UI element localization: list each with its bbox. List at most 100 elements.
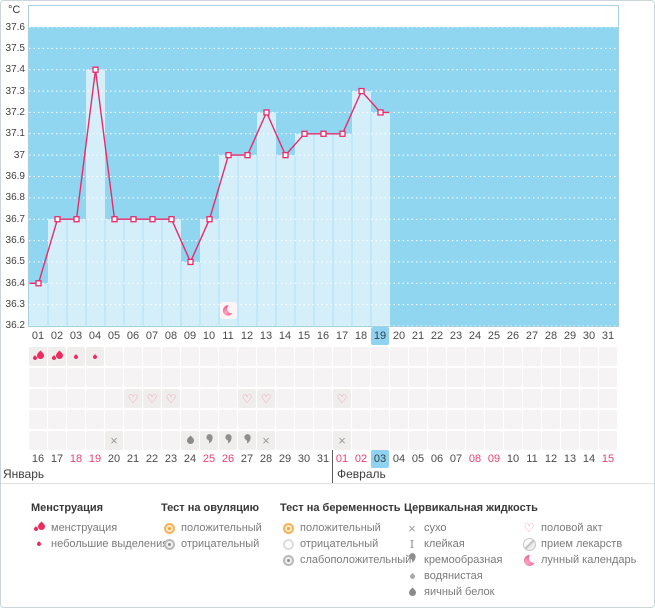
- ovulation-test-cell-day-16[interactable]: [314, 368, 332, 387]
- ovulation-test-cell-day-09[interactable]: [181, 368, 199, 387]
- cervical-fluid-cell-day-30[interactable]: [580, 431, 598, 450]
- intercourse-cell-day-21[interactable]: [409, 389, 427, 408]
- cycle-day-14[interactable]: 14: [278, 330, 292, 342]
- date-jan-30[interactable]: 30: [297, 453, 311, 465]
- intercourse-cell-day-11[interactable]: [219, 389, 237, 408]
- ovulation-test-cell-day-03[interactable]: [67, 368, 85, 387]
- cervical-fluid-cell-day-12[interactable]: [238, 431, 256, 450]
- date-feb-08[interactable]: 08: [468, 453, 482, 465]
- menstruation-cell-day-18[interactable]: [352, 347, 370, 366]
- date-feb-02[interactable]: 02: [354, 453, 368, 465]
- date-jan-21[interactable]: 21: [126, 453, 140, 465]
- date-feb-12[interactable]: 12: [544, 453, 558, 465]
- ovulation-test-cell-day-06[interactable]: [124, 368, 142, 387]
- ovulation-test-cell-day-20[interactable]: [390, 368, 408, 387]
- pregnancy-test-cell-day-30[interactable]: [580, 410, 598, 429]
- pregnancy-test-cell-day-23[interactable]: [447, 410, 465, 429]
- cycle-day-21[interactable]: 21: [411, 330, 425, 342]
- cycle-day-24[interactable]: 24: [468, 330, 482, 342]
- cycle-day-15[interactable]: 15: [297, 330, 311, 342]
- intercourse-cell-day-08[interactable]: ♡: [162, 389, 180, 408]
- cervical-fluid-cell-day-11[interactable]: [219, 431, 237, 450]
- intercourse-cell-day-17[interactable]: ♡: [333, 389, 351, 408]
- pregnancy-test-cell-day-20[interactable]: [390, 410, 408, 429]
- cervical-fluid-cell-day-20[interactable]: [390, 431, 408, 450]
- date-jan-26[interactable]: 26: [221, 453, 235, 465]
- date-feb-01[interactable]: 01: [335, 453, 349, 465]
- menstruation-cell-day-17[interactable]: [333, 347, 351, 366]
- intercourse-cell-day-05[interactable]: [105, 389, 123, 408]
- ovulation-test-cell-day-30[interactable]: [580, 368, 598, 387]
- pregnancy-test-cell-day-29[interactable]: [561, 410, 579, 429]
- data-point-day-01[interactable]: [35, 280, 42, 287]
- cervical-fluid-cell-day-10[interactable]: [200, 431, 218, 450]
- ovulation-test-cell-day-14[interactable]: [276, 368, 294, 387]
- intercourse-cell-day-14[interactable]: [276, 389, 294, 408]
- cycle-day-09[interactable]: 09: [183, 330, 197, 342]
- menstruation-cell-day-14[interactable]: [276, 347, 294, 366]
- intercourse-cell-day-26[interactable]: [504, 389, 522, 408]
- ovulation-test-cell-day-27[interactable]: [523, 368, 541, 387]
- data-point-day-16[interactable]: [320, 130, 327, 137]
- intercourse-cell-day-20[interactable]: [390, 389, 408, 408]
- pregnancy-test-cell-day-22[interactable]: [428, 410, 446, 429]
- date-jan-23[interactable]: 23: [164, 453, 178, 465]
- pregnancy-test-cell-day-18[interactable]: [352, 410, 370, 429]
- ovulation-test-cell-day-17[interactable]: [333, 368, 351, 387]
- date-feb-15[interactable]: 15: [601, 453, 615, 465]
- pregnancy-test-cell-day-10[interactable]: [200, 410, 218, 429]
- pregnancy-test-cell-day-09[interactable]: [181, 410, 199, 429]
- cycle-day-23[interactable]: 23: [449, 330, 463, 342]
- pregnancy-test-cell-day-19[interactable]: [371, 410, 389, 429]
- cycle-day-28[interactable]: 28: [544, 330, 558, 342]
- ovulation-test-cell-day-18[interactable]: [352, 368, 370, 387]
- pregnancy-test-cell-day-27[interactable]: [523, 410, 541, 429]
- intercourse-cell-day-06[interactable]: ♡: [124, 389, 142, 408]
- cervical-fluid-cell-day-29[interactable]: [561, 431, 579, 450]
- cycle-day-13[interactable]: 13: [259, 330, 273, 342]
- menstruation-cell-day-20[interactable]: [390, 347, 408, 366]
- cycle-day-19[interactable]: 19: [371, 327, 389, 345]
- cervical-fluid-cell-day-09[interactable]: [181, 431, 199, 450]
- cervical-fluid-cell-day-27[interactable]: [523, 431, 541, 450]
- pregnancy-test-cell-day-03[interactable]: [67, 410, 85, 429]
- pregnancy-test-cell-day-17[interactable]: [333, 410, 351, 429]
- data-point-day-03[interactable]: [73, 216, 80, 223]
- ovulation-test-cell-day-19[interactable]: [371, 368, 389, 387]
- data-point-day-08[interactable]: [168, 216, 175, 223]
- ovulation-test-cell-day-24[interactable]: [466, 368, 484, 387]
- intercourse-cell-day-18[interactable]: [352, 389, 370, 408]
- pregnancy-test-cell-day-04[interactable]: [86, 410, 104, 429]
- menstruation-cell-day-01[interactable]: [29, 347, 47, 366]
- menstruation-cell-day-22[interactable]: [428, 347, 446, 366]
- ovulation-test-cell-day-04[interactable]: [86, 368, 104, 387]
- menstruation-cell-day-09[interactable]: [181, 347, 199, 366]
- pregnancy-test-cell-day-31[interactable]: [599, 410, 617, 429]
- pregnancy-test-cell-day-06[interactable]: [124, 410, 142, 429]
- intercourse-cell-day-24[interactable]: [466, 389, 484, 408]
- cycle-day-16[interactable]: 16: [316, 330, 330, 342]
- intercourse-cell-day-15[interactable]: [295, 389, 313, 408]
- cycle-day-20[interactable]: 20: [392, 330, 406, 342]
- cycle-day-27[interactable]: 27: [525, 330, 539, 342]
- ovulation-test-cell-day-01[interactable]: [29, 368, 47, 387]
- pregnancy-test-cell-day-21[interactable]: [409, 410, 427, 429]
- cervical-fluid-cell-day-05[interactable]: ×: [105, 431, 123, 450]
- ovulation-test-cell-day-11[interactable]: [219, 368, 237, 387]
- moon-marker[interactable]: [220, 302, 237, 319]
- cycle-day-31[interactable]: 31: [601, 330, 615, 342]
- pregnancy-test-cell-day-02[interactable]: [48, 410, 66, 429]
- data-point-day-11[interactable]: [225, 151, 232, 159]
- menstruation-cell-day-25[interactable]: [485, 347, 503, 366]
- intercourse-cell-day-31[interactable]: [599, 389, 617, 408]
- cervical-fluid-cell-day-01[interactable]: [29, 431, 47, 450]
- cervical-fluid-cell-day-31[interactable]: [599, 431, 617, 450]
- pregnancy-test-cell-day-13[interactable]: [257, 410, 275, 429]
- cycle-day-12[interactable]: 12: [240, 330, 254, 342]
- menstruation-cell-day-04[interactable]: [86, 347, 104, 366]
- date-feb-06[interactable]: 06: [430, 453, 444, 465]
- menstruation-cell-day-10[interactable]: [200, 347, 218, 366]
- pregnancy-test-cell-day-24[interactable]: [466, 410, 484, 429]
- date-jan-31[interactable]: 31: [316, 453, 330, 465]
- date-jan-18[interactable]: 18: [69, 453, 83, 465]
